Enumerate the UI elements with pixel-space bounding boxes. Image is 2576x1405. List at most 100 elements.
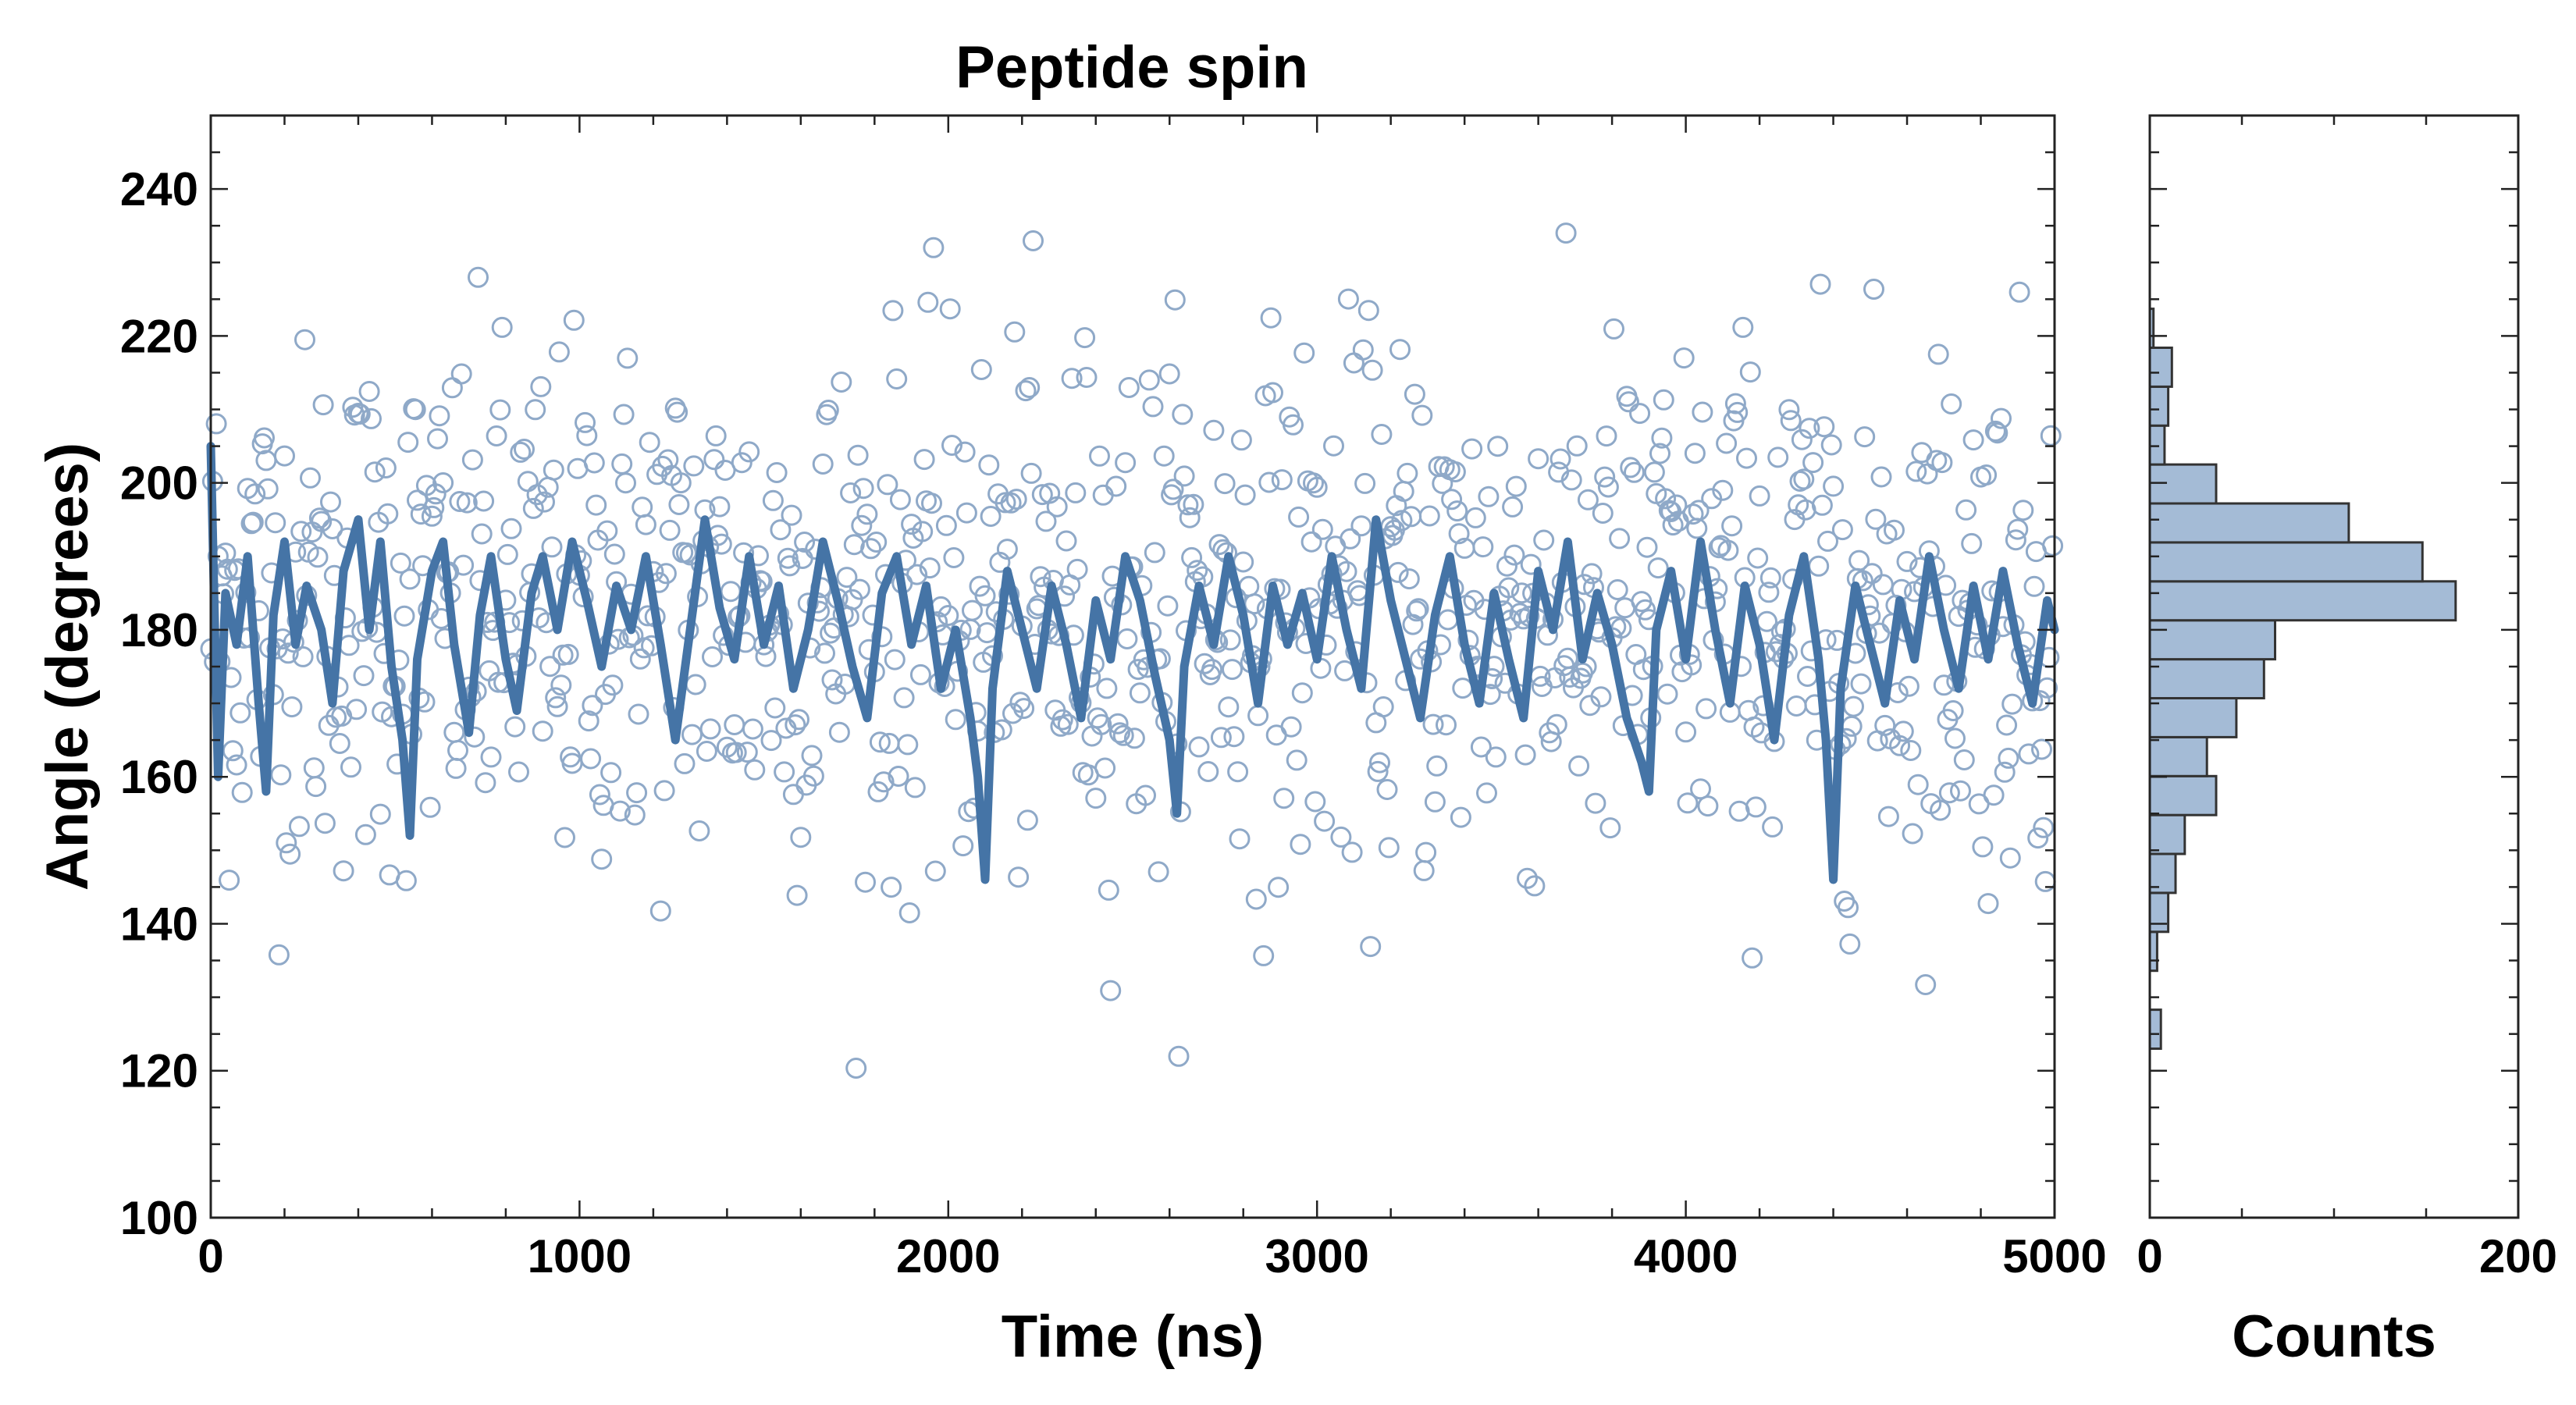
scatter-point bbox=[1210, 727, 1232, 749]
scatter-point bbox=[1476, 782, 1497, 804]
scatter-point bbox=[603, 543, 625, 565]
scatter-point bbox=[935, 514, 957, 536]
scatter-point bbox=[1407, 598, 1429, 620]
scatter-point bbox=[557, 643, 579, 665]
scatter-point bbox=[602, 674, 624, 696]
scatter-point bbox=[1682, 503, 1704, 525]
y-tick-labels: 100 120 140 160 180 200 220 240 bbox=[120, 163, 198, 1244]
scatter-point bbox=[1291, 682, 1313, 704]
scatter-point bbox=[1838, 897, 1859, 919]
scatter-point bbox=[1273, 788, 1295, 809]
scatter-point bbox=[395, 870, 417, 891]
scatter-point bbox=[1020, 462, 1042, 484]
scatter-point bbox=[1656, 683, 1678, 705]
scatter-point bbox=[1533, 529, 1555, 551]
scatter-point bbox=[742, 718, 763, 740]
scatter-point bbox=[941, 435, 962, 456]
scatter-point bbox=[1677, 792, 1699, 814]
scatter-point bbox=[1938, 782, 1960, 804]
scatter-point bbox=[1035, 510, 1057, 532]
scatter-point bbox=[305, 776, 327, 798]
scatter-point bbox=[1387, 561, 1409, 583]
scatter-point bbox=[279, 843, 301, 865]
histogram-bar bbox=[2148, 463, 2218, 505]
scatter-point bbox=[1813, 416, 1835, 438]
scatter-point bbox=[1098, 879, 1119, 901]
scatter-point bbox=[1884, 519, 1905, 541]
scatter-point bbox=[1666, 494, 1688, 516]
scatter-point bbox=[522, 497, 544, 519]
scatter-point bbox=[1799, 418, 1820, 439]
histogram-bars-layer bbox=[2148, 308, 2457, 1050]
scatter-point bbox=[736, 742, 758, 763]
scatter-point bbox=[1692, 401, 1713, 423]
scatter-point bbox=[766, 462, 788, 483]
scatter-point bbox=[1843, 695, 1864, 717]
scatter-point bbox=[764, 697, 786, 719]
scatter-point bbox=[1712, 479, 1734, 501]
scatter-point bbox=[504, 716, 526, 738]
scatter-point bbox=[242, 511, 264, 533]
y-tick-label: 100 bbox=[120, 1192, 198, 1244]
scatter-point bbox=[909, 663, 931, 685]
scatter-point bbox=[1311, 518, 1333, 540]
histogram-bar bbox=[2148, 891, 2170, 934]
scatter-point bbox=[589, 784, 610, 806]
scatter-point bbox=[1446, 500, 1468, 522]
scatter-point bbox=[1115, 452, 1137, 474]
histogram-bar bbox=[2148, 541, 2424, 583]
scatter-point bbox=[917, 291, 939, 313]
scatter-point bbox=[1944, 727, 1966, 749]
x-tick-label: 4000 bbox=[1634, 1230, 1738, 1282]
scatter-point bbox=[1905, 461, 1927, 482]
scatter-point bbox=[1820, 434, 1842, 456]
scatter-point bbox=[923, 237, 945, 258]
scatter-point bbox=[1655, 488, 1677, 510]
scatter-point bbox=[1096, 678, 1118, 699]
scatter-point bbox=[530, 375, 552, 397]
scatter-point bbox=[725, 742, 747, 763]
scatter-point bbox=[635, 514, 656, 535]
scatter-point bbox=[1245, 888, 1267, 910]
scatter-point bbox=[1343, 352, 1364, 374]
scatter-point bbox=[318, 714, 340, 736]
y-axis-label: Angle (degrees) bbox=[34, 443, 101, 891]
scatter-point bbox=[231, 781, 253, 803]
scatter-point bbox=[464, 726, 486, 748]
scatter-point bbox=[845, 1058, 867, 1079]
scatter-point bbox=[1502, 496, 1524, 518]
scatter-point bbox=[1599, 817, 1621, 839]
scatter-point bbox=[1736, 447, 1757, 469]
scatter-point bbox=[1426, 755, 1448, 777]
histogram-bar bbox=[2148, 735, 2208, 777]
histogram-bar bbox=[2148, 813, 2186, 855]
scatter-point bbox=[1717, 539, 1739, 561]
scatter-point bbox=[955, 502, 977, 524]
scatter-point bbox=[1100, 980, 1122, 1001]
scatter-point bbox=[1157, 595, 1179, 617]
chart-title: Peptide spin bbox=[955, 34, 1308, 101]
scatter-point bbox=[1074, 327, 1096, 349]
y-tick-label: 120 bbox=[120, 1045, 198, 1097]
scatter-point bbox=[632, 496, 653, 518]
scatter-point bbox=[340, 756, 361, 778]
scatter-point bbox=[1817, 530, 1838, 552]
scatter-point bbox=[1091, 713, 1112, 735]
y-tick-label: 160 bbox=[120, 751, 198, 803]
scatter-point bbox=[427, 428, 448, 450]
scatter-point bbox=[255, 450, 277, 471]
scatter-point bbox=[802, 765, 824, 787]
main-axis-ticks bbox=[209, 114, 2056, 1219]
scatter-point bbox=[1848, 550, 1870, 571]
scatter-point bbox=[1721, 515, 1743, 537]
scatter-point bbox=[1389, 339, 1411, 361]
scatter-point bbox=[1510, 582, 1532, 604]
histogram-bar bbox=[2148, 580, 2457, 622]
scatter-point bbox=[924, 860, 946, 882]
scatter-point bbox=[1238, 575, 1260, 597]
scatter-point bbox=[1369, 752, 1390, 774]
scatter-point bbox=[1352, 339, 1374, 361]
scatter-point bbox=[1503, 544, 1525, 566]
scatter-point bbox=[755, 646, 777, 667]
scatter-point bbox=[1892, 720, 1914, 742]
